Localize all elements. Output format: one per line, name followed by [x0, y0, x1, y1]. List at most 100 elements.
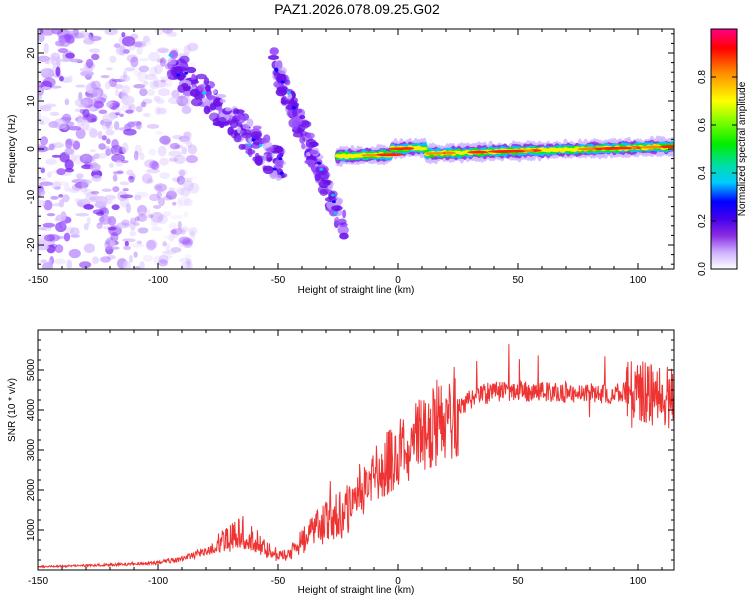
spectrogram-cell: [91, 80, 102, 90]
spectrogram-cell: [149, 193, 160, 202]
spectrogram-cell: [314, 173, 321, 182]
spectrogram-cell: [142, 254, 154, 262]
spectrogram-cell: [276, 86, 288, 92]
spectrogram-cell: [181, 146, 188, 155]
spectrogram-cell: [64, 98, 70, 106]
spectrogram-cell: [39, 119, 45, 125]
spectrogram-cell: [46, 244, 56, 254]
spectrogram-cell: [176, 95, 189, 107]
spectrogram-cell: [39, 181, 54, 186]
spectrogram-cell: [173, 154, 186, 165]
spectrogram-cell: [138, 65, 150, 73]
spectrogram-cell: [106, 67, 113, 71]
spectrogram-cell: [155, 131, 164, 135]
spectrogram-cell: [178, 135, 190, 142]
spectrogram-x-label: Height of straight line (km): [298, 285, 415, 296]
spectrogram-cell: [299, 135, 306, 144]
spectrogram-cell: [317, 163, 326, 169]
spectrogram-cell: [209, 102, 217, 111]
spectrogram-cell: [83, 243, 96, 254]
spectrogram-cell: [163, 234, 177, 240]
spectrogram-cell: [219, 98, 226, 104]
spectrogram-cell: [51, 154, 61, 158]
colorbar-tick-label: 0.6: [697, 118, 708, 132]
spectrogram-cell: [170, 229, 177, 235]
spectrogram-y-tick-label: -10: [26, 189, 37, 204]
spectrogram-cell: [327, 184, 333, 190]
spectrogram-cell: [150, 226, 163, 232]
spectrogram-cell: [133, 265, 141, 269]
spectrogram-cell: [183, 131, 191, 137]
spectrogram-cell: [266, 152, 272, 163]
spectrogram-cell: [125, 109, 134, 114]
spectrogram-cell: [187, 42, 199, 52]
spectrogram-cell: [272, 167, 277, 171]
spectrogram-cell: [183, 211, 189, 218]
spectrogram-cell: [156, 185, 163, 190]
spectrogram-cell: [162, 241, 167, 247]
spectrogram-cell: [133, 83, 146, 89]
spectrogram-cell: [157, 107, 167, 115]
spectrogram-cell: [172, 135, 183, 140]
spectrogram-cell: [90, 190, 100, 195]
spectrogram-cell: [100, 74, 110, 79]
spectrogram-cell: [185, 155, 198, 164]
spectrogram-cell: [168, 233, 175, 242]
spectrogram-x-tick-label: 50: [512, 275, 524, 286]
spectrogram-cell: [167, 57, 177, 65]
spectrogram-cell: [146, 178, 154, 184]
spectrogram-cell: [49, 56, 59, 65]
spectrogram-cell: [181, 238, 194, 246]
spectrogram-cell: [179, 55, 190, 64]
spectrogram-cell: [134, 144, 143, 156]
spectrogram-cell: [96, 222, 103, 229]
spectrogram-cell: [163, 195, 173, 201]
spectrogram-cell: [136, 240, 142, 245]
spectrogram-cell: [136, 120, 142, 130]
snr-x-label: Height of straight line (km): [298, 585, 415, 596]
spectrogram-cell: [86, 216, 91, 226]
spectrogram-cell: [123, 260, 131, 269]
snr-y-label: SNR (10 * v/v): [7, 378, 18, 442]
spectrogram-cell: [122, 48, 130, 54]
spectrogram-cell: [179, 169, 186, 177]
spectrogram-cell: [134, 40, 147, 48]
spectrogram-cell: [165, 77, 173, 87]
spectrogram-cell: [137, 211, 147, 218]
spectrogram-cell: [165, 190, 177, 200]
spectrogram-cell: [334, 216, 340, 224]
spectrogram-cell: [152, 80, 167, 88]
spectrogram-cell: [180, 226, 190, 233]
spectrogram-cell: [128, 175, 135, 183]
spectrogram-cell: [105, 148, 115, 155]
spectrogram-cell: [207, 94, 213, 101]
spectrogram-cell: [96, 211, 105, 216]
spectrogram-cell: [154, 29, 165, 36]
spectrogram-cell: [269, 47, 279, 56]
spectrogram-cell: [494, 149, 521, 153]
spectrogram-cell: [157, 259, 169, 267]
spectrogram-cell: [83, 204, 94, 210]
snr-x-ticks: -150 -100 -50 0 50 100: [28, 330, 663, 587]
spectrogram-cell: [319, 167, 324, 171]
spectrogram-cell: [43, 42, 49, 54]
spectrogram-cell: [306, 132, 315, 139]
spectrogram-cell: [188, 227, 198, 236]
spectrogram-cell: [153, 255, 161, 266]
spectrogram-cell: [181, 177, 193, 182]
spectrogram-cell: [602, 147, 616, 150]
spectrogram-cell: [421, 146, 428, 151]
spectrogram-cell: [159, 57, 166, 67]
snr-y-tick-label: 2000: [26, 478, 37, 501]
spectrogram-cell: [101, 122, 114, 131]
spectrogram-cell: [274, 145, 284, 153]
spectrogram-cell: [104, 194, 116, 200]
spectrogram-cell: [80, 70, 94, 77]
spectrogram-cell: [284, 79, 291, 86]
spectrogram-cell: [92, 90, 100, 100]
colorbar-tick-label: 0.4: [697, 166, 708, 180]
spectrogram-cell: [177, 187, 185, 196]
spectrogram-cell: [278, 66, 287, 75]
spectrogram-y-tick-label: 10: [26, 95, 37, 107]
spectrogram-cell: [38, 188, 46, 197]
